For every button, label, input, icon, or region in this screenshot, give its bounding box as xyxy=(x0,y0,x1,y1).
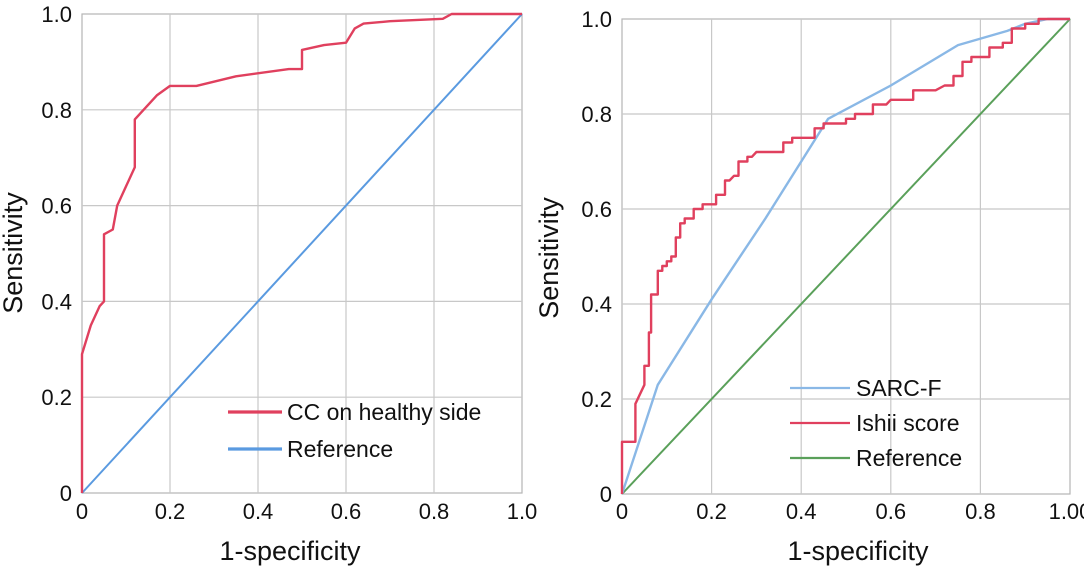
x-tick-label: 1.0 xyxy=(507,499,538,524)
x-axis-title: 1-specificity xyxy=(787,536,929,566)
x-tick-label: 0.6 xyxy=(876,499,907,524)
y-tick-label: 0 xyxy=(600,482,612,507)
y-axis-title: Sensitivity xyxy=(534,197,564,319)
x-tick-label: 1.00 xyxy=(1049,499,1084,524)
x-axis-title: 1-specificity xyxy=(219,536,361,566)
y-tick-label: 0.2 xyxy=(41,385,72,410)
series-line-reference xyxy=(621,18,1071,495)
series-line-reference xyxy=(81,13,523,494)
x-tick-label: 0.2 xyxy=(155,499,186,524)
y-axis-title: Sensitivity xyxy=(0,192,28,314)
x-tick-label: 0.4 xyxy=(243,499,274,524)
roc-chart-1: 0 0.2 0.4 0.6 0.8 1.0 0 0.2 0.4 0.6 0.8 1.0 1-specif… xyxy=(0,2,537,566)
x-tick-label: 0.2 xyxy=(696,499,727,524)
roc-chart-2: 0 0.2 0.4 0.6 0.8 1.00 0 0.2 0.4 0.6 0.8 1.0 1-speci… xyxy=(534,7,1084,566)
y-tick-label: 0.8 xyxy=(581,102,612,127)
x-tick-label: 0 xyxy=(76,499,88,524)
y-tick-label: 0.6 xyxy=(581,197,612,222)
legend-label-sarc-f: SARC-F xyxy=(856,375,942,401)
y-tick-label: 0.4 xyxy=(581,292,612,317)
y-tick-label: 0 xyxy=(60,481,72,506)
x-tick-label: 0.4 xyxy=(786,499,817,524)
y-tick-label: 1.0 xyxy=(581,7,612,32)
x-tick-label: 0.8 xyxy=(965,499,996,524)
y-tick-label: 0.8 xyxy=(41,98,72,123)
y-tick-label: 1.0 xyxy=(41,2,72,27)
y-tick-label: 0.2 xyxy=(581,387,612,412)
x-tick-label: 0.6 xyxy=(331,499,362,524)
series-line-sarc-f xyxy=(620,17,1070,495)
legend-label-cc-on-healthy-side: CC on healthy side xyxy=(287,399,481,425)
x-tick-label: 0 xyxy=(616,499,628,524)
x-tick-label: 0.8 xyxy=(419,499,450,524)
legend-label-ishii-score: Ishii score xyxy=(856,410,960,436)
legend-label-reference: Reference xyxy=(856,445,962,471)
legend-label-reference: Reference xyxy=(287,436,393,462)
series-line-cc-on-healthy-side xyxy=(80,12,522,493)
series-line-ishii-score xyxy=(620,17,1070,494)
y-tick-label: 0.4 xyxy=(41,289,72,314)
y-tick-label: 0.6 xyxy=(41,194,72,219)
